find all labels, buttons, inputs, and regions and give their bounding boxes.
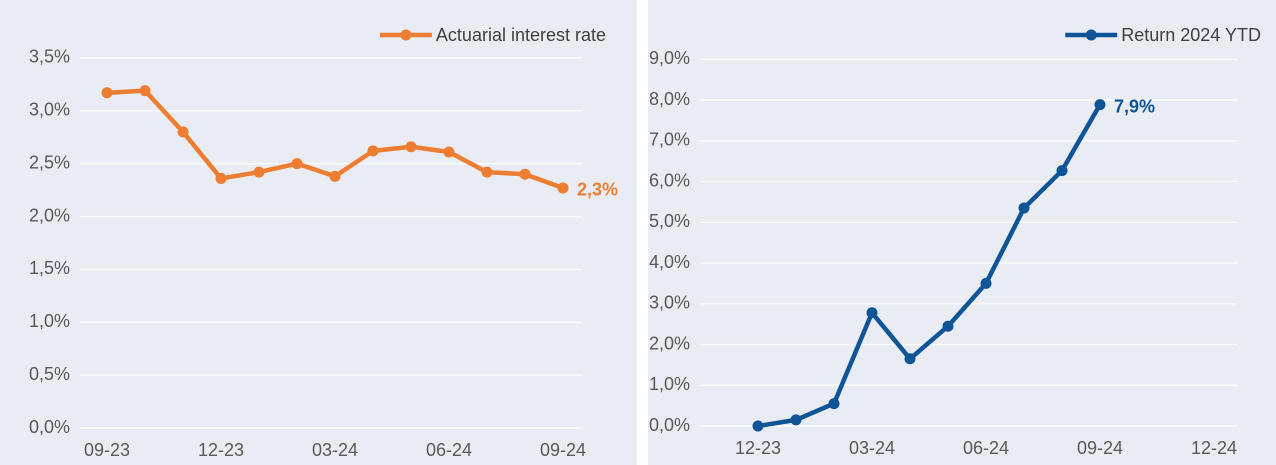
y-tick-label: 2,0%: [649, 333, 690, 353]
legend-label: Actuarial interest rate: [436, 25, 606, 45]
y-tick-label: 3,5%: [29, 47, 70, 67]
data-point: [215, 172, 227, 184]
y-tick-label: 3,0%: [649, 293, 690, 313]
data-point: [139, 85, 151, 97]
data-point: [557, 182, 569, 194]
y-tick-label: 5,0%: [649, 211, 690, 231]
y-tick-label: 1,0%: [29, 311, 70, 331]
data-point: [828, 398, 840, 410]
data-point: [367, 145, 379, 157]
data-point: [1056, 165, 1068, 177]
data-point: [1018, 202, 1030, 214]
x-tick-label: 09-24: [540, 440, 586, 460]
panel-right: [648, 0, 1276, 465]
data-point: [942, 320, 954, 332]
y-tick-label: 1,5%: [29, 258, 70, 278]
x-tick-label: 12-23: [198, 440, 244, 460]
series-line: [757, 103, 1102, 429]
y-tick-label: 0,0%: [29, 417, 70, 437]
x-tick-label: 03-24: [849, 438, 895, 458]
data-point: [405, 141, 417, 153]
y-tick-label: 8,0%: [649, 89, 690, 109]
data-point: [291, 158, 303, 170]
legend-label: Return 2024 YTD: [1121, 25, 1261, 45]
data-label: 7,9%: [1114, 96, 1155, 116]
data-label: 2,3%: [577, 180, 618, 200]
y-tick-label: 4,0%: [649, 252, 690, 272]
x-tick-label: 03-24: [312, 440, 358, 460]
legend-marker: [400, 29, 412, 41]
data-point: [177, 126, 189, 138]
data-point: [519, 168, 531, 180]
data-point: [866, 307, 878, 319]
panel-left: [0, 0, 637, 465]
data-point: [443, 146, 455, 158]
x-tick-label: 06-24: [963, 438, 1009, 458]
y-tick-label: 0,0%: [649, 415, 690, 435]
legend-marker: [1085, 29, 1097, 41]
data-point: [1094, 99, 1106, 111]
data-point: [980, 277, 992, 289]
data-point: [904, 353, 916, 365]
data-point: [752, 420, 764, 432]
y-tick-label: 7,0%: [649, 130, 690, 150]
x-tick-label: 12-24: [1191, 438, 1237, 458]
data-point: [329, 170, 341, 182]
y-tick-label: 6,0%: [649, 170, 690, 190]
y-tick-label: 2,5%: [29, 152, 70, 172]
data-point: [790, 414, 802, 426]
y-tick-label: 9,0%: [649, 48, 690, 68]
x-tick-label: 09-24: [1077, 438, 1123, 458]
y-tick-label: 0,5%: [29, 364, 70, 384]
x-tick-label: 06-24: [426, 440, 472, 460]
y-tick-label: 1,0%: [649, 374, 690, 394]
data-point: [253, 166, 265, 178]
x-tick-label: 09-23: [84, 440, 130, 460]
y-tick-label: 3,0%: [29, 100, 70, 120]
y-tick-label: 2,0%: [29, 205, 70, 225]
data-point: [101, 87, 113, 99]
x-tick-label: 12-23: [735, 438, 781, 458]
data-point: [481, 166, 493, 178]
